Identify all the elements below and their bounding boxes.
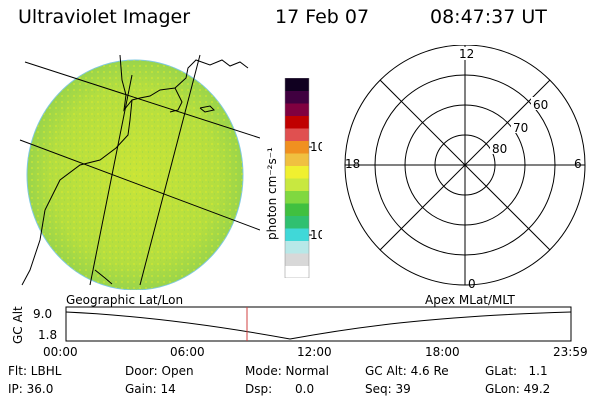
label-bg-70	[511, 120, 529, 133]
polar-label-70: 70	[513, 121, 528, 135]
polar-grid: 12 18 6 0 60 70 80	[344, 45, 586, 290]
polar-diagonal-2	[379, 79, 551, 251]
colorbar-unit-label: photon cm⁻²s⁻¹	[265, 147, 279, 240]
polar-label-80: 80	[492, 142, 507, 156]
header-time: 08:47:37 UT	[430, 6, 547, 28]
status-glat: GLat: 1.1	[485, 364, 548, 378]
coastline	[21, 54, 249, 286]
colorbar-cell	[285, 190, 309, 204]
status-dsp: Dsp: 0.0	[245, 382, 315, 396]
colorbar-cell	[285, 265, 309, 278]
track-y-tick-low: 1.8	[38, 328, 57, 342]
label-bg-80	[490, 141, 508, 154]
colorbar-cell	[285, 178, 309, 191]
auroral-disc-texture	[27, 60, 243, 290]
colorbar-cell	[285, 90, 309, 104]
orbit-track-panel: Geographic Lat/Lon Apex MLat/MLT GC Alt …	[11, 293, 588, 358]
track-frame	[65, 306, 572, 342]
status-glon: GLon: 49.2	[485, 382, 551, 396]
auroral-image-panel	[19, 54, 260, 290]
header-date: 17 Feb 07	[275, 6, 370, 28]
colorbar-cell	[285, 215, 309, 229]
polar-label-6: 6	[574, 157, 582, 171]
colorbar-cell	[285, 103, 309, 116]
polar-label-12: 12	[459, 47, 474, 61]
colorbar-cell	[285, 240, 309, 254]
altitude-curve	[65, 311, 572, 340]
polar-label-18: 18	[345, 157, 360, 171]
colorbar-cell	[285, 78, 309, 91]
label-bg-12	[458, 47, 472, 60]
colorbar-cell	[285, 115, 309, 129]
track-right-label: Apex MLat/MLT	[425, 293, 515, 307]
status-seq: Seq: 39	[365, 382, 411, 396]
colorbar-cell	[285, 165, 309, 179]
polar-label-0: 0	[468, 277, 476, 290]
track-x-tick-2359: 23:59	[553, 345, 588, 358]
status-gain: Gain: 14	[125, 382, 176, 396]
colorbar-cell	[285, 140, 309, 154]
track-left-label: Geographic Lat/Lon	[66, 293, 183, 307]
label-bg-60	[531, 97, 549, 110]
track-x-tick-0600: 06:00	[170, 345, 205, 358]
status-mode: Mode: Normal	[245, 364, 329, 378]
colorbar-cell	[285, 253, 309, 266]
track-x-tick-1200: 12:00	[297, 345, 332, 358]
colorbar-cell	[285, 153, 309, 166]
colorbar-cell	[285, 203, 309, 216]
colorbar-frame	[284, 78, 310, 278]
geographic-grid	[19, 54, 260, 286]
status-gc-alt: GC Alt: 4.6 Re	[365, 364, 449, 378]
header-title: Ultraviolet Imager	[18, 6, 191, 28]
polar-label-60: 60	[533, 98, 548, 112]
status-door: Door: Open	[125, 364, 194, 378]
status-ip: IP: 36.0	[8, 382, 54, 396]
colorbar-tick-10: 10	[310, 228, 322, 242]
colorbar: 100 10 photon cm⁻²s⁻¹	[265, 78, 322, 278]
colorbar-cell	[285, 228, 309, 241]
colorbar-scale	[285, 78, 309, 278]
track-y-tick-high: 9.0	[33, 307, 52, 321]
track-x-tick-1800: 18:00	[425, 345, 460, 358]
status-filter: Flt: LBHL	[8, 364, 62, 378]
colorbar-cell	[285, 128, 309, 141]
track-y-axis-label: GC Alt	[11, 306, 25, 344]
colorbar-tick-100: 100	[310, 140, 322, 154]
track-x-tick-0000: 00:00	[43, 345, 78, 358]
